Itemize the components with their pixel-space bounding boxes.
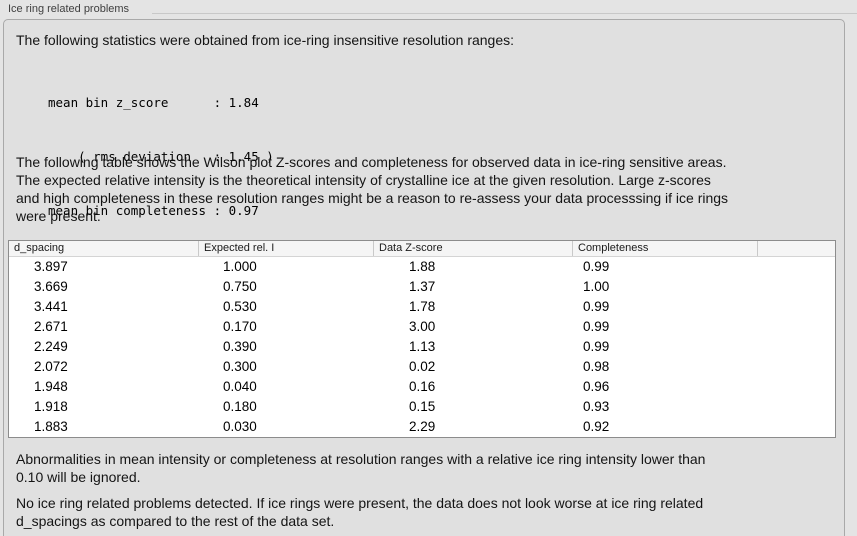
table-cell: 0.93	[583, 399, 610, 414]
table-cell: 1.13	[409, 339, 436, 354]
table-cell: 0.92	[583, 419, 610, 434]
table-cell: 0.170	[223, 319, 257, 334]
header-cell-data-z-score[interactable]: Data Z-score	[374, 241, 573, 256]
table-row[interactable]: 1.948 0.040 0.16 0.96	[9, 377, 835, 397]
table-cell: 0.15	[409, 399, 436, 414]
table-cell	[758, 377, 835, 397]
header-cell-completeness[interactable]: Completeness	[573, 241, 758, 256]
table-cell: 0.99	[583, 299, 610, 314]
table-cell: 1.37	[409, 279, 436, 294]
table-cell: 2.072	[34, 359, 68, 374]
ice-ring-table: d_spacing Expected rel. I Data Z-score C…	[8, 240, 836, 438]
table-cell: 2.671	[34, 319, 68, 334]
group-label: Ice ring related problems	[8, 3, 130, 15]
header-cell-expected-rel-i[interactable]: Expected rel. I	[199, 241, 374, 256]
table-cell: 3.441	[34, 299, 68, 314]
results-panel: The following statistics were obtained f…	[3, 19, 845, 536]
table-cell: 0.96	[583, 379, 610, 394]
header-cell-empty	[758, 241, 835, 256]
table-cell	[758, 257, 835, 277]
table-body: 3.897 1.000 1.88 0.99 3.669 0.750 1.37 1.00 3.44…	[9, 257, 835, 437]
stats-line-mean-completeness: mean bin completeness : 0.97	[48, 203, 259, 218]
table-row[interactable]: 3.441 0.530 1.78 0.99	[9, 297, 835, 317]
table-row[interactable]: 3.897 1.000 1.88 0.99	[9, 257, 835, 277]
table-cell	[758, 397, 835, 417]
table-cell: 3.669	[34, 279, 68, 294]
table-cell: 0.390	[223, 339, 257, 354]
table-cell: 0.750	[223, 279, 257, 294]
table-cell: 1.00	[583, 279, 610, 294]
table-cell: 0.99	[583, 259, 610, 274]
table-row[interactable]: 2.671 0.170 3.00 0.99	[9, 317, 835, 337]
table-cell: 2.249	[34, 339, 68, 354]
conclusion-text: No ice ring related problems detected. I…	[16, 495, 704, 529]
table-cell	[758, 297, 835, 317]
table-row[interactable]: 3.669 0.750 1.37 1.00	[9, 277, 835, 297]
group-divider	[152, 13, 857, 14]
table-description: The following table shows the Wilson plo…	[16, 154, 729, 224]
table-cell: 3.00	[409, 319, 436, 334]
table-cell: 1.78	[409, 299, 436, 314]
table-cell: 2.29	[409, 419, 436, 434]
table-cell: 0.300	[223, 359, 257, 374]
table-cell	[758, 417, 835, 437]
table-cell: 0.530	[223, 299, 257, 314]
stats-line-mean-z-score: mean bin z_score : 1.84	[48, 95, 259, 110]
table-cell: 0.99	[583, 319, 610, 334]
table-cell	[758, 337, 835, 357]
table-header-row: d_spacing Expected rel. I Data Z-score C…	[9, 241, 835, 257]
table-cell: 1.000	[223, 259, 257, 274]
table-cell	[758, 357, 835, 377]
table-cell	[758, 277, 835, 297]
table-row[interactable]: 1.883 0.030 2.29 0.92	[9, 417, 835, 437]
table-cell: 1.88	[409, 259, 436, 274]
ignore-rule-note: Abnormalities in mean intensity or compl…	[16, 451, 706, 485]
table-cell: 0.16	[409, 379, 436, 394]
table-cell: 1.918	[34, 399, 68, 414]
table-row[interactable]: 1.918 0.180 0.15 0.93	[9, 397, 835, 417]
table-cell: 3.897	[34, 259, 68, 274]
table-row[interactable]: 2.249 0.390 1.13 0.99	[9, 337, 835, 357]
table-cell: 0.180	[223, 399, 257, 414]
table-cell	[758, 317, 835, 337]
table-cell: 0.02	[409, 359, 436, 374]
table-cell: 0.98	[583, 359, 610, 374]
table-cell: 0.030	[223, 419, 257, 434]
table-cell: 0.99	[583, 339, 610, 354]
intro-text: The following statistics were obtained f…	[16, 32, 515, 48]
stats-line-z-rms-deviation: ( rms deviation : 1.45 )	[48, 149, 274, 164]
table-cell: 1.883	[34, 419, 68, 434]
table-cell: 0.040	[223, 379, 257, 394]
header-cell-d-spacing[interactable]: d_spacing	[9, 241, 199, 256]
table-row[interactable]: 2.072 0.300 0.02 0.98	[9, 357, 835, 377]
table-cell: 1.948	[34, 379, 68, 394]
